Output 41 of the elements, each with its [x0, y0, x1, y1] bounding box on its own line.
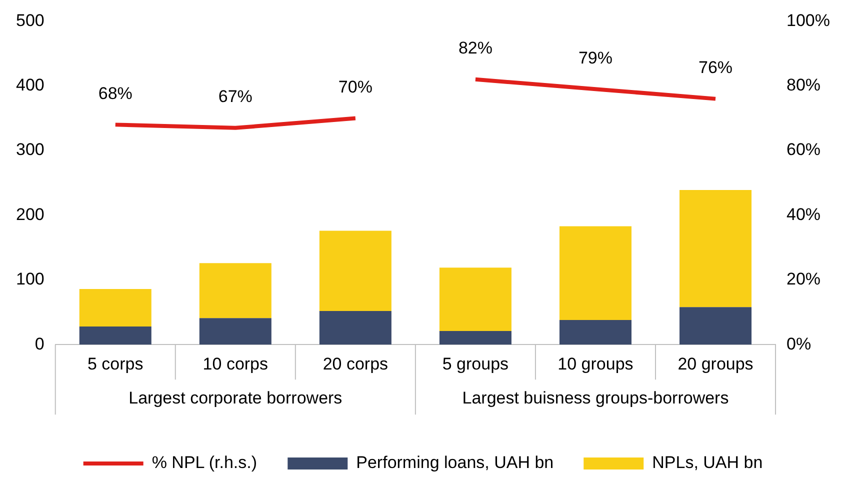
x-tick-label: 10 corps [202, 354, 268, 374]
data-label: 76% [698, 58, 733, 78]
bar [680, 190, 752, 308]
bar [559, 320, 632, 345]
y2-tick-label: 40% [786, 204, 821, 224]
y-tick-label: 500 [16, 10, 44, 30]
data-label: 68% [98, 84, 132, 103]
bar [319, 310, 392, 345]
y-tick-label: 100 [16, 270, 44, 289]
bar [680, 307, 752, 345]
y-tick-label: 0 [34, 334, 44, 354]
x-tick-label: 5 groups [442, 354, 509, 374]
data-label: 67% [218, 87, 252, 106]
legend-label: Performing loans, UAH bn [356, 453, 554, 472]
x-tick-label: 20 corps [322, 354, 388, 374]
x-tick-label: 20 groups [678, 354, 754, 374]
bar [439, 268, 512, 332]
text: Largest corporate borrowers [128, 388, 342, 408]
y2-tick-label: 0% [786, 334, 812, 354]
y2-tick-label: 80% [786, 76, 821, 95]
x-tick-label: 5 corps [88, 354, 144, 374]
data-label: 70% [338, 77, 372, 96]
text: Largest buisness groups-borrowers [462, 388, 729, 408]
y2-tick-label: 100% [786, 10, 830, 30]
bar [439, 331, 512, 345]
y2-tick-label: 20% [786, 270, 821, 289]
bar [199, 263, 272, 318]
x-tick-label: 10 groups [558, 354, 634, 374]
bar [559, 226, 632, 320]
bar [79, 288, 152, 326]
bar [79, 326, 152, 345]
legend-label: % NPL (r.h.s.) [152, 453, 258, 472]
data-label: 79% [578, 48, 612, 68]
y-tick-label: 200 [16, 204, 44, 224]
y2-tick-label: 60% [786, 140, 821, 160]
y-tick-label: 400 [16, 76, 44, 95]
data-label: 82% [458, 38, 492, 58]
bar [319, 230, 392, 311]
legend-label: NPLs, UAH bn [652, 453, 763, 472]
bar [199, 318, 272, 345]
y-tick-label: 300 [16, 140, 44, 160]
